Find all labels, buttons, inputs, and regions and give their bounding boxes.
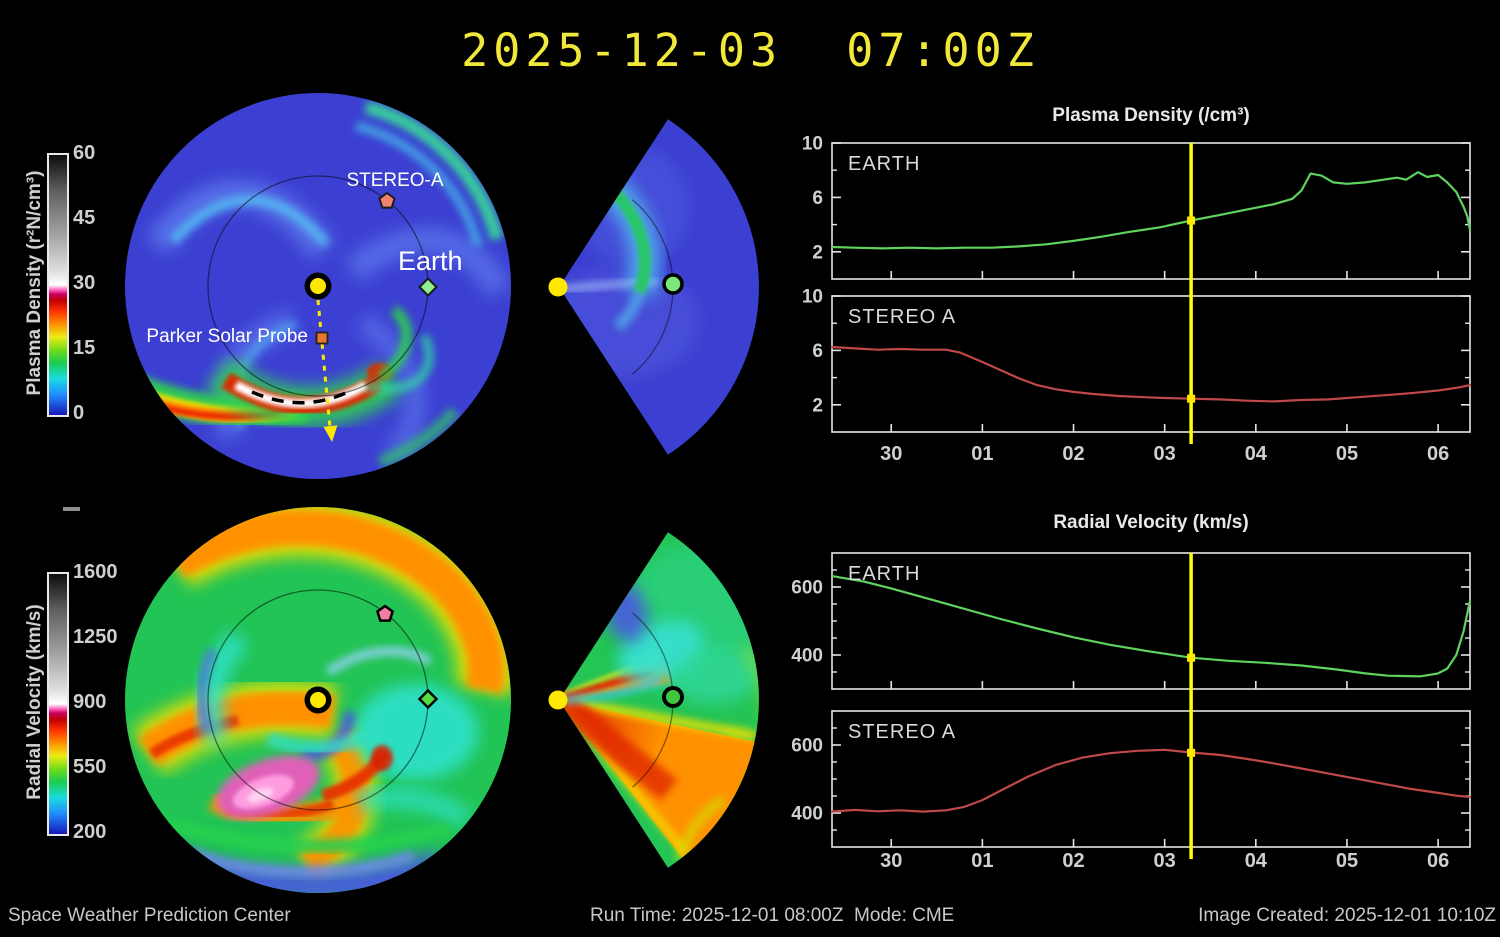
panel-label: STEREO A xyxy=(848,721,956,743)
earth-marker-icon xyxy=(418,277,438,297)
current-time-marker xyxy=(1187,748,1196,757)
density-meridional-wedge xyxy=(548,119,759,455)
x-tick-label: 03 xyxy=(1154,850,1176,872)
cme-arrowhead-icon xyxy=(323,425,338,442)
panel-border xyxy=(831,552,1471,690)
current-time-marker xyxy=(1187,394,1196,403)
colorbar-tick-label: 1600 xyxy=(73,561,118,583)
colorbar-tick-label: 550 xyxy=(73,756,107,778)
footer-org: Space Weather Prediction Center xyxy=(8,905,291,926)
colorbar-tick-label: 30 xyxy=(73,272,96,294)
y-tick-label: 10 xyxy=(802,134,823,155)
earth-marker-icon xyxy=(662,273,684,295)
stray-tick-artifact xyxy=(63,507,80,511)
x-tick-label: 06 xyxy=(1427,443,1449,465)
x-tick-label: 06 xyxy=(1427,850,1449,872)
colorbar-tick-label: 60 xyxy=(73,142,96,164)
x-tick-label: 30 xyxy=(880,850,902,872)
y-tick-label: 400 xyxy=(791,646,823,667)
x-tick-label: 01 xyxy=(971,850,993,872)
velocity-heliosphere-map xyxy=(125,507,511,893)
x-tick-label: 01 xyxy=(971,443,993,465)
x-tick-label: 02 xyxy=(1062,443,1084,465)
colorbar-tick-label: 0 xyxy=(73,402,85,424)
y-tick-label: 2 xyxy=(812,395,823,416)
x-tick-label: 04 xyxy=(1245,850,1268,872)
sun-icon xyxy=(310,278,326,294)
panel-label: STEREO A xyxy=(848,306,956,328)
panel-border xyxy=(831,710,1471,848)
y-tick-label: 6 xyxy=(812,188,823,209)
chart-title: Plasma Density (/cm³) xyxy=(1052,105,1249,126)
y-tick-label: 400 xyxy=(791,804,823,825)
sun-icon xyxy=(548,277,568,297)
earth-label: Earth xyxy=(398,246,463,276)
current-time-marker xyxy=(1187,653,1196,662)
sun-icon xyxy=(548,690,568,710)
x-tick-label: 03 xyxy=(1154,443,1176,465)
stereo-a-marker-icon xyxy=(375,604,395,622)
density-heliosphere-map xyxy=(125,93,511,479)
y-tick-label: 2 xyxy=(812,242,823,263)
sun-icon xyxy=(310,692,326,708)
panel-border xyxy=(831,142,1471,280)
y-tick-label: 600 xyxy=(791,578,823,599)
x-tick-label: 05 xyxy=(1336,850,1358,872)
parker-solar-probe-marker-icon xyxy=(315,331,329,345)
earth-marker-icon xyxy=(417,688,439,710)
colorbar-tick-label: 15 xyxy=(73,337,96,359)
x-tick-label: 30 xyxy=(880,443,902,465)
colorbar-tick-label: 900 xyxy=(73,691,107,713)
data-curve xyxy=(830,574,1472,678)
colorbar-tick-label: 1250 xyxy=(73,626,118,648)
chart-title: Radial Velocity (km/s) xyxy=(1053,512,1248,533)
colorbar-tick-label: 45 xyxy=(73,207,96,229)
timestamp-title: 2025-12-03 07:00Z xyxy=(461,24,1039,77)
velocity-meridional-wedge xyxy=(548,532,759,868)
velocity-colorbar xyxy=(47,572,69,836)
panel-label: EARTH xyxy=(848,563,920,585)
panel-border xyxy=(831,295,1471,433)
footer-runtime: Run Time: 2025-12-01 08:00Z Mode: CME xyxy=(590,905,955,926)
y-tick-label: 600 xyxy=(791,736,823,757)
density-colorbar xyxy=(47,153,69,417)
footer-created: Image Created: 2025-12-01 10:10Z xyxy=(1198,905,1496,926)
panel-label: EARTH xyxy=(848,153,920,175)
data-curve xyxy=(830,345,1472,403)
earth-marker-icon xyxy=(662,686,684,708)
x-tick-label: 04 xyxy=(1245,443,1268,465)
y-tick-label: 10 xyxy=(802,287,823,308)
current-time-marker xyxy=(1187,216,1196,225)
data-curve xyxy=(830,748,1472,813)
y-tick-label: 6 xyxy=(812,341,823,362)
stereo-a-label: STEREO-A xyxy=(346,170,444,191)
x-tick-label: 05 xyxy=(1336,443,1358,465)
data-curve xyxy=(830,171,1472,250)
x-tick-label: 02 xyxy=(1062,850,1084,872)
parker-solar-probe-label: Parker Solar Probe xyxy=(146,326,308,347)
stereo-a-marker-icon xyxy=(378,191,396,209)
colorbar-tick-label: 200 xyxy=(73,821,107,843)
